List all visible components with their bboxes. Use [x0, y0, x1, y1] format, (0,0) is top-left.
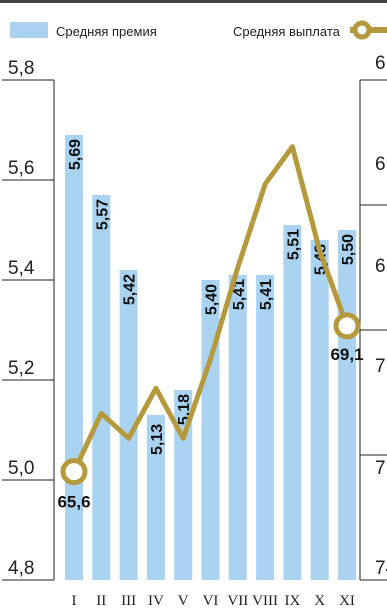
bar — [65, 135, 83, 580]
bar-value-label: 5,41 — [231, 279, 248, 310]
right-axis: 6 6 6 7 7 74 — [359, 53, 387, 581]
bar — [256, 275, 275, 580]
legend: Средняя премия Средняя выплата — [10, 20, 387, 40]
x-tick-label: III — [121, 593, 136, 609]
bar-value-label: 5,40 — [204, 284, 221, 315]
bar — [310, 240, 329, 580]
x-tick-label: IX — [284, 593, 300, 609]
bar — [146, 415, 165, 580]
line-point-label: 69,1 — [330, 345, 363, 364]
left-axis-tick-label: 5,0 — [8, 458, 34, 479]
bar — [92, 195, 111, 580]
top-border — [0, 0, 387, 3]
bar — [174, 390, 193, 580]
x-tick-label: X — [314, 593, 325, 609]
x-tick-label: VI — [203, 593, 219, 609]
x-tick-label: II — [96, 593, 106, 609]
line-series: 65,6 69,1 — [57, 144, 364, 512]
x-tick-label: XI — [339, 593, 355, 609]
left-axis-tick-label: 5,8 — [8, 58, 34, 79]
line-point-label: 65,6 — [57, 493, 90, 512]
bar-value-label: 5,57 — [94, 199, 111, 230]
bar-value-label: 5,41 — [258, 279, 275, 310]
bar — [228, 275, 247, 580]
legend-label-bar: Средняя премия — [56, 24, 157, 39]
bar — [283, 225, 302, 580]
bar-value-label: 5,50 — [340, 234, 357, 265]
left-axis-tick-label: 5,4 — [8, 258, 35, 279]
x-tick-label: IV — [148, 593, 164, 609]
bar-value-label: 5,69 — [67, 139, 84, 170]
bar-value-label: 5,42 — [122, 274, 139, 305]
bar — [338, 230, 356, 580]
bar-value-label: 5,13 — [149, 424, 166, 455]
legend-label-line: Средняя выплата — [233, 24, 341, 39]
left-axis-tick-label: 4,8 — [8, 558, 34, 579]
x-tick-label: VIII — [252, 593, 278, 609]
left-axis: 4,8 5,0 5,2 5,4 5,6 5,8 — [2, 58, 55, 581]
x-axis-labels: I II III IV V VI VII VIII IX X XI — [72, 593, 355, 609]
x-tick-label: V — [178, 593, 189, 609]
right-axis-tick-label: 7 — [375, 458, 386, 479]
left-axis-tick-label: 5,6 — [8, 158, 34, 179]
bars — [65, 135, 356, 580]
right-axis-tick-label: 6 — [375, 154, 386, 175]
line-point-marker — [60, 458, 88, 486]
left-axis-tick-label: 5,2 — [8, 358, 34, 379]
x-tick-label: VII — [227, 593, 248, 609]
legend-swatch-marker — [352, 20, 372, 40]
right-axis-tick-label: 74 — [375, 558, 387, 579]
legend-swatch-bar — [10, 22, 48, 38]
right-axis-tick-label: 6 — [375, 53, 386, 74]
x-tick-label: I — [72, 593, 77, 609]
line-path — [71, 144, 350, 473]
bar — [201, 280, 220, 580]
line-point-marker — [333, 312, 361, 340]
bar-labels: 5,695,575,425,135,185,40 5,41 5,415,51 5,48… — [67, 139, 357, 455]
bar — [119, 270, 138, 580]
right-axis-tick-label: 6 — [375, 256, 386, 277]
right-axis-tick-label: 7 — [375, 356, 386, 377]
bar-value-label: 5,51 — [285, 229, 302, 260]
